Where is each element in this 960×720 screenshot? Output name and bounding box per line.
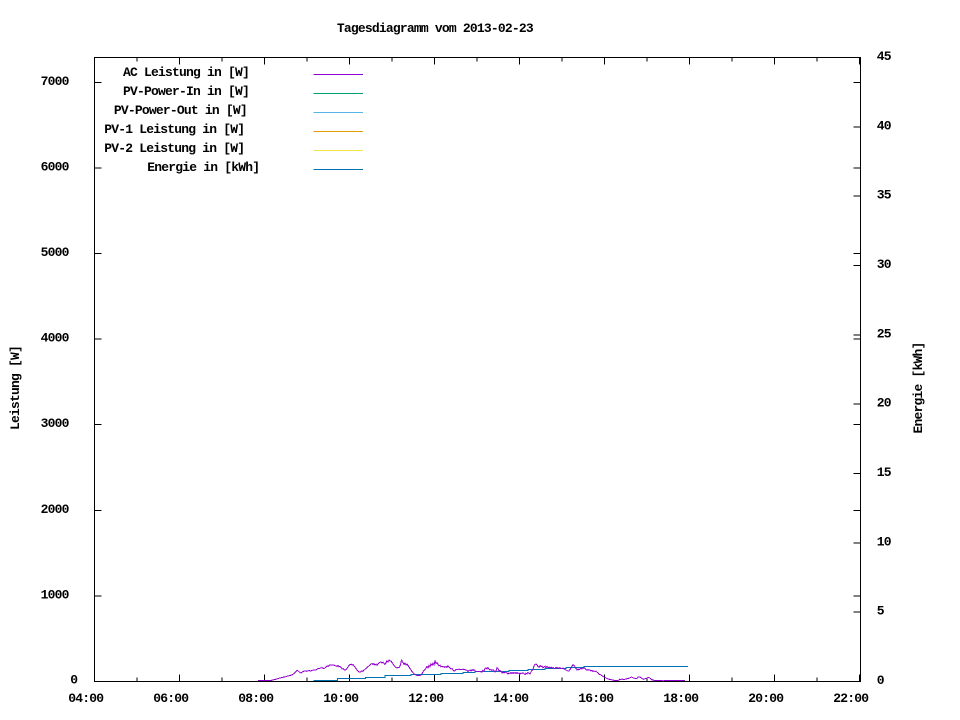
svg-text:14:00: 14:00 <box>493 691 529 706</box>
svg-text:40: 40 <box>877 118 892 133</box>
svg-text:30: 30 <box>877 257 892 272</box>
svg-text:04:00: 04:00 <box>68 691 104 706</box>
svg-text:AC Leistung in [W]: AC Leistung in [W] <box>123 65 249 80</box>
svg-text:Tagesdiagramm vom 2013-02-23: Tagesdiagramm vom 2013-02-23 <box>337 21 534 36</box>
svg-text:25: 25 <box>877 326 892 341</box>
svg-text:PV-Power-Out in [W]: PV-Power-Out in [W] <box>114 103 247 118</box>
svg-text:0: 0 <box>70 673 78 688</box>
svg-text:Leistung [W]: Leistung [W] <box>8 346 23 430</box>
svg-text:12:00: 12:00 <box>408 691 444 706</box>
svg-text:PV-2 Leistung in [W]: PV-2 Leistung in [W] <box>104 141 244 156</box>
svg-text:3000: 3000 <box>41 416 70 431</box>
svg-text:16:00: 16:00 <box>578 691 614 706</box>
svg-text:15: 15 <box>877 465 892 480</box>
svg-text:45: 45 <box>877 49 892 64</box>
svg-text:0: 0 <box>877 673 885 688</box>
svg-text:6000: 6000 <box>41 159 70 174</box>
svg-text:PV-Power-In in [W]: PV-Power-In in [W] <box>123 84 249 99</box>
svg-text:35: 35 <box>877 188 892 203</box>
svg-text:20: 20 <box>877 396 892 411</box>
svg-text:22:00: 22:00 <box>833 691 869 706</box>
svg-text:10:00: 10:00 <box>323 691 359 706</box>
svg-text:08:00: 08:00 <box>238 691 274 706</box>
svg-text:20:00: 20:00 <box>748 691 784 706</box>
svg-text:Energie [kWh]: Energie [kWh] <box>911 342 926 433</box>
svg-text:5000: 5000 <box>41 245 70 260</box>
svg-text:Energie in [kWh]: Energie in [kWh] <box>147 160 259 175</box>
svg-text:1000: 1000 <box>41 587 70 602</box>
svg-text:06:00: 06:00 <box>153 691 189 706</box>
svg-text:2000: 2000 <box>41 502 70 517</box>
svg-text:18:00: 18:00 <box>663 691 699 706</box>
svg-text:5: 5 <box>877 604 885 619</box>
svg-text:4000: 4000 <box>41 331 70 346</box>
svg-text:10: 10 <box>877 534 892 549</box>
svg-text:PV-1 Leistung in [W]: PV-1 Leistung in [W] <box>104 122 244 137</box>
svg-text:7000: 7000 <box>41 74 70 89</box>
